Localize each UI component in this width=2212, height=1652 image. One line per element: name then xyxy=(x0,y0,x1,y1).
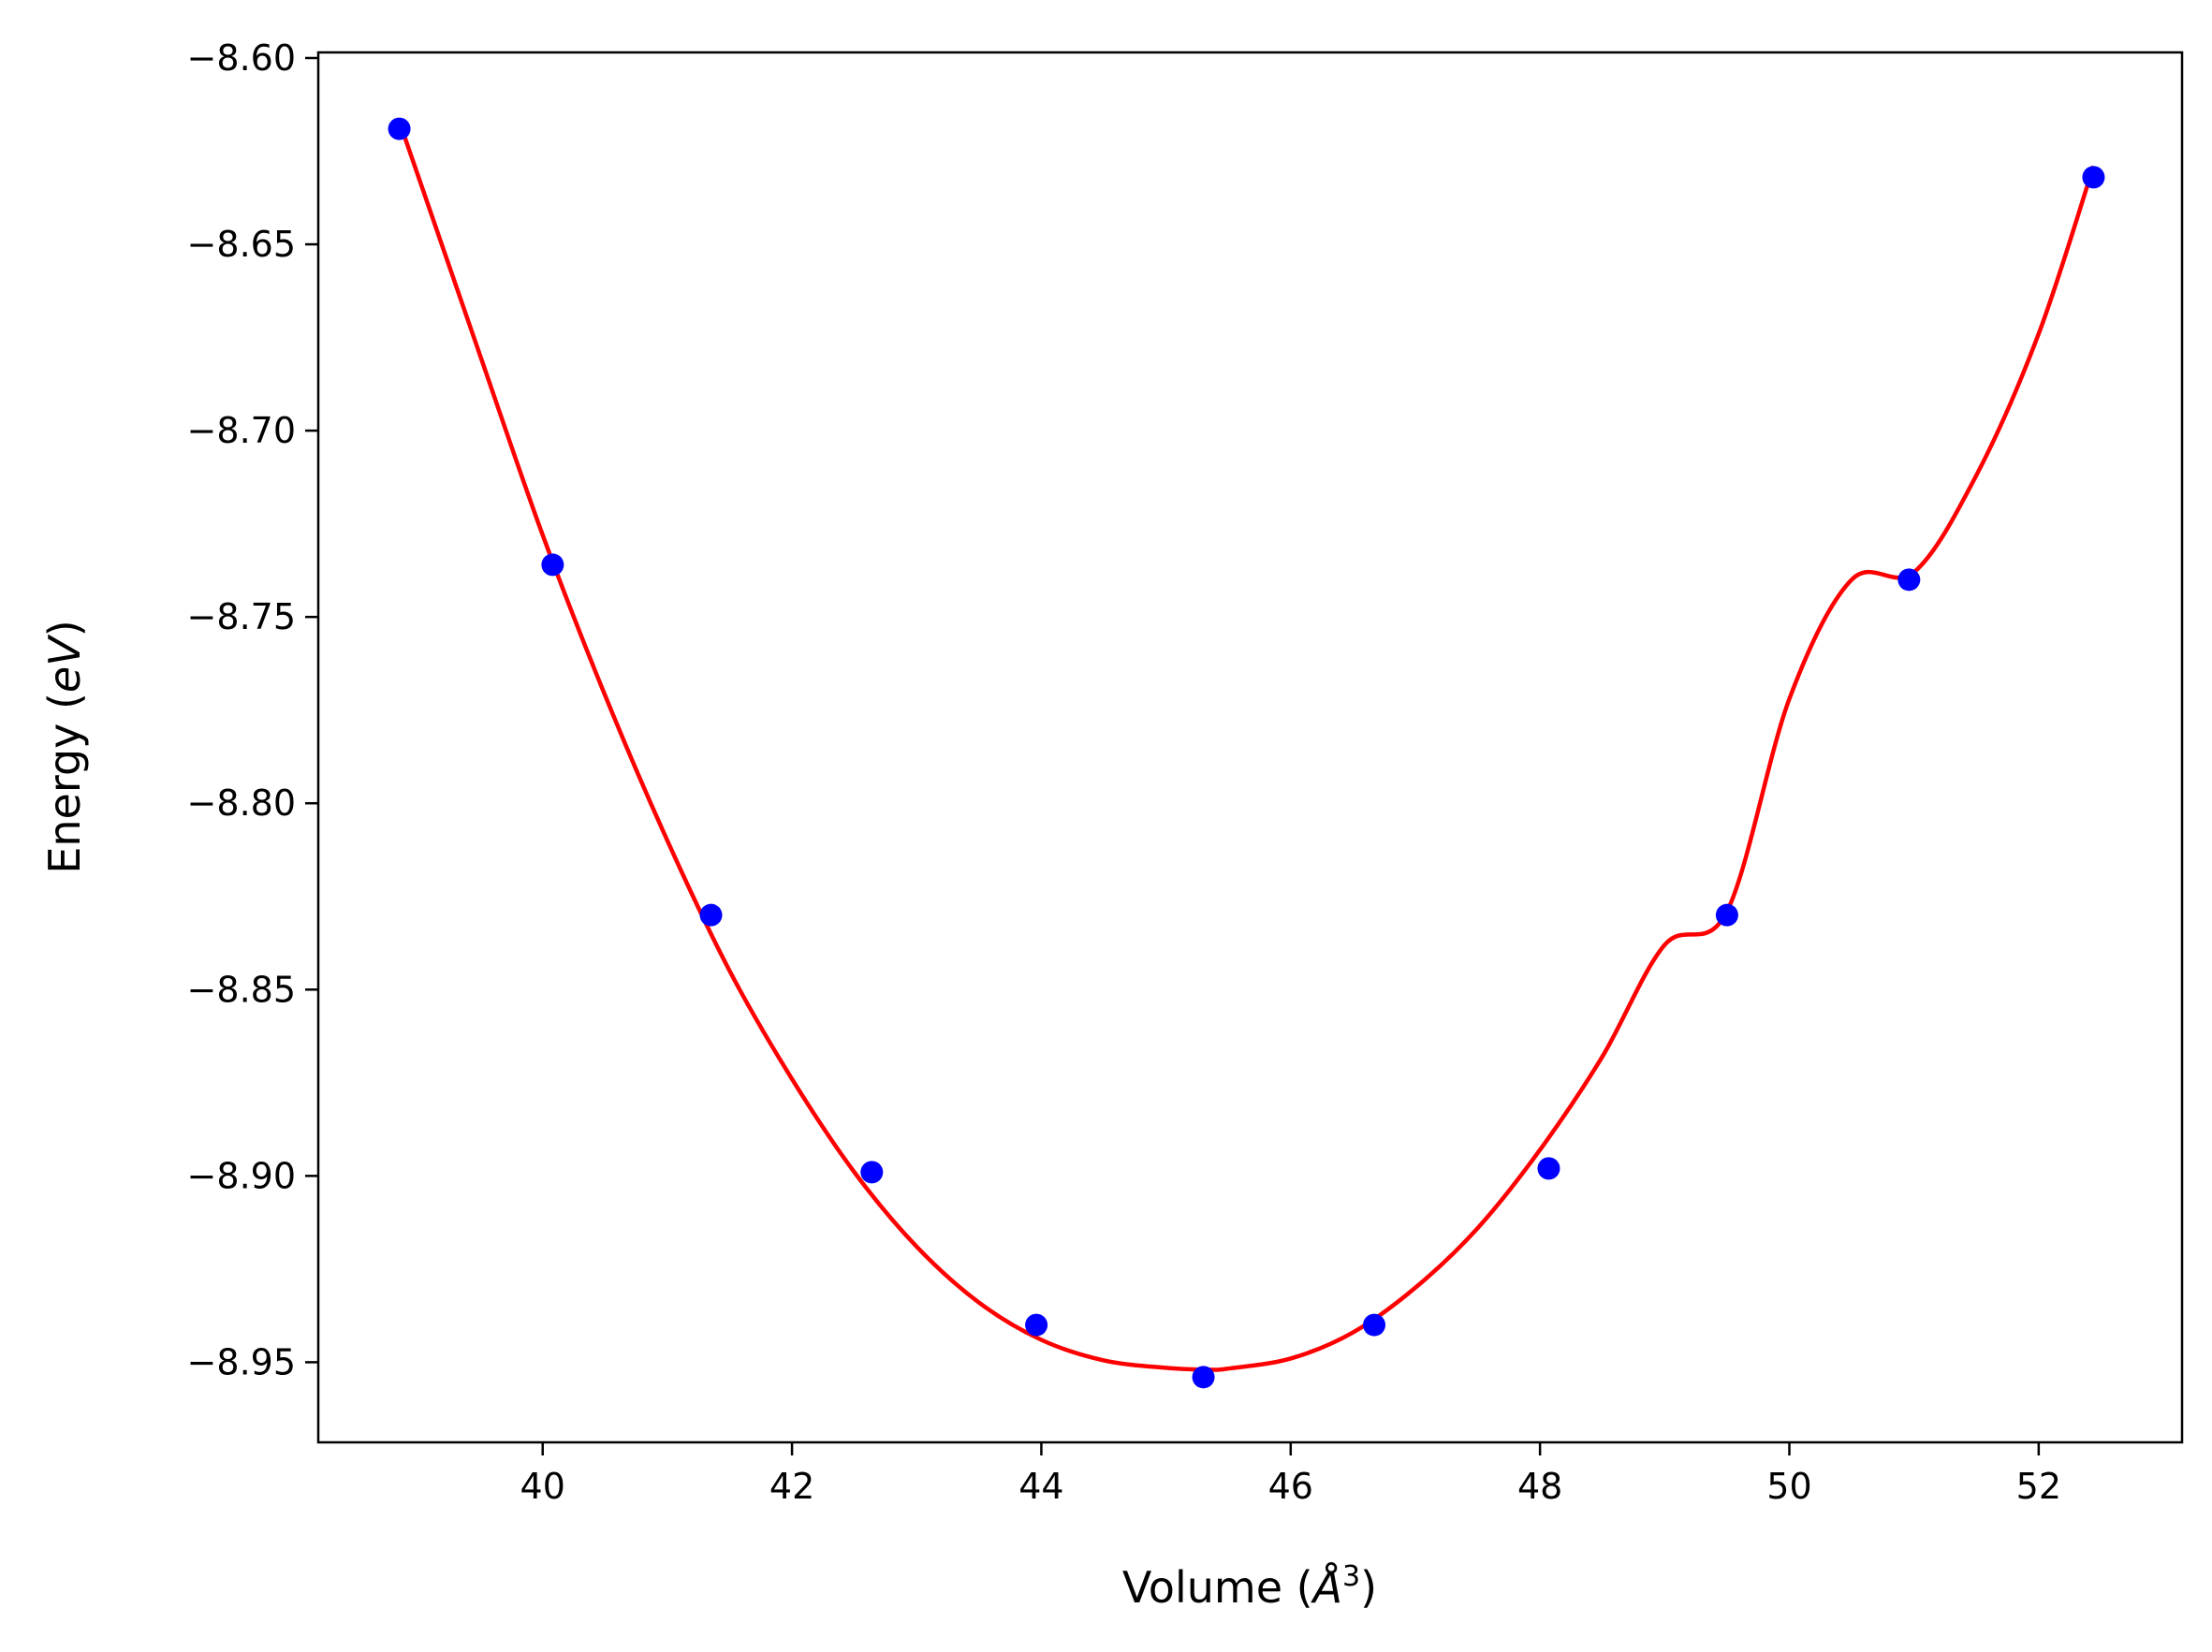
y-tick-label: −8.65 xyxy=(187,224,296,265)
data-point xyxy=(388,117,411,140)
fit-curve-line xyxy=(397,120,2096,1372)
x-axis: 40 42 44 46 48 50 52 xyxy=(520,1442,2061,1507)
y-tick-label: −8.60 xyxy=(187,37,296,79)
data-point xyxy=(1363,1313,1386,1337)
y-axis-label-prefix: Energy ( xyxy=(39,693,90,874)
data-point xyxy=(2082,166,2105,189)
x-axis-label: Volume (Å3) xyxy=(1122,1560,1377,1613)
x-tick-label: 40 xyxy=(520,1466,565,1507)
y-axis-label: Energy (eV) xyxy=(39,620,90,873)
x-tick-label: 50 xyxy=(1766,1466,1811,1507)
x-axis-label-suffix: ) xyxy=(1360,1562,1377,1613)
x-tick-label: 44 xyxy=(1018,1466,1063,1507)
data-point xyxy=(699,903,723,927)
data-point xyxy=(860,1161,884,1184)
data-point xyxy=(1537,1157,1560,1180)
y-axis: −8.60 −8.65 −8.70 −8.75 −8.80 −8.85 −8.90 −8.95 xyxy=(187,37,318,1382)
y-tick-label: −8.95 xyxy=(187,1341,296,1382)
x-axis-label-unit: Å xyxy=(1311,1562,1342,1613)
data-point xyxy=(1192,1366,1215,1389)
y-tick-label: −8.70 xyxy=(187,410,296,451)
axes-frame xyxy=(316,51,2184,1444)
x-tick-label: 42 xyxy=(769,1466,814,1507)
x-axis-label-prefix: Volume ( xyxy=(1122,1562,1313,1613)
data-point xyxy=(1715,903,1738,927)
y-axis-label-unit: eV xyxy=(39,634,90,693)
y-tick-label: −8.80 xyxy=(187,782,296,824)
y-tick-label: −8.75 xyxy=(187,596,296,637)
x-tick-label: 52 xyxy=(2016,1466,2061,1507)
y-tick-label: −8.90 xyxy=(187,1155,296,1196)
y-tick-label: −8.85 xyxy=(187,969,296,1010)
y-axis-label-suffix: ) xyxy=(39,620,90,636)
x-tick-label: 48 xyxy=(1517,1466,1562,1507)
data-point xyxy=(1897,568,1921,592)
data-point xyxy=(541,553,564,577)
x-axis-label-exponent: 3 xyxy=(1342,1560,1360,1593)
plot-area xyxy=(388,117,2105,1389)
data-point xyxy=(1025,1313,1048,1337)
x-tick-label: 46 xyxy=(1268,1466,1313,1507)
